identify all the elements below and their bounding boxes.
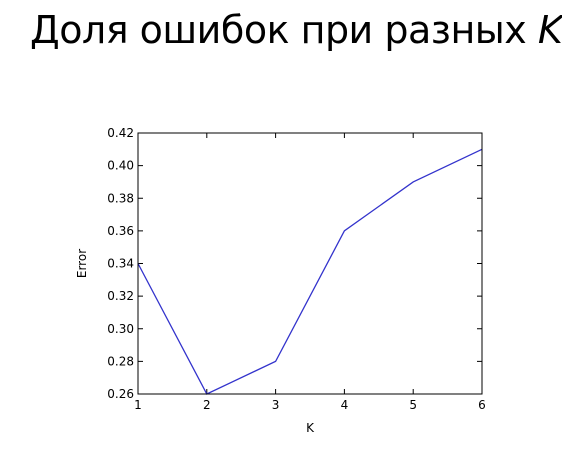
x-tick-label: 5	[409, 398, 417, 412]
slide-title-text: Доля ошибок при разных	[30, 8, 527, 52]
x-tick-label: 3	[272, 398, 280, 412]
y-tick-label: 0.26	[107, 387, 134, 401]
x-axis-ticks: 1 2 3 4 5 6	[134, 133, 486, 412]
y-tick-label: 0.40	[107, 159, 134, 173]
x-tick-label: 2	[203, 398, 211, 412]
y-axis-label: Error	[75, 249, 89, 278]
y-tick-label: 0.32	[107, 289, 134, 303]
x-tick-label: 1	[134, 398, 142, 412]
x-tick-label: 6	[478, 398, 486, 412]
y-tick-label: 0.38	[107, 191, 134, 205]
y-tick-label: 0.34	[107, 257, 134, 271]
y-tick-label: 0.42	[107, 126, 134, 140]
slide-title: Доля ошибок при разных K	[30, 8, 562, 52]
plot-frame	[137, 132, 483, 395]
y-tick-label: 0.30	[107, 322, 134, 336]
x-tick-label: 4	[341, 398, 349, 412]
series-line	[137, 148, 483, 395]
x-axis-label: K	[306, 421, 315, 435]
series-group	[137, 148, 483, 395]
slide-title-variable: K	[537, 8, 562, 52]
y-axis-ticks: 0.26 0.28 0.30 0.32 0.34 0.36 0.38 0.40 0.42	[107, 126, 482, 401]
y-tick-label: 0.36	[107, 224, 134, 238]
y-tick-label: 0.28	[107, 354, 134, 368]
